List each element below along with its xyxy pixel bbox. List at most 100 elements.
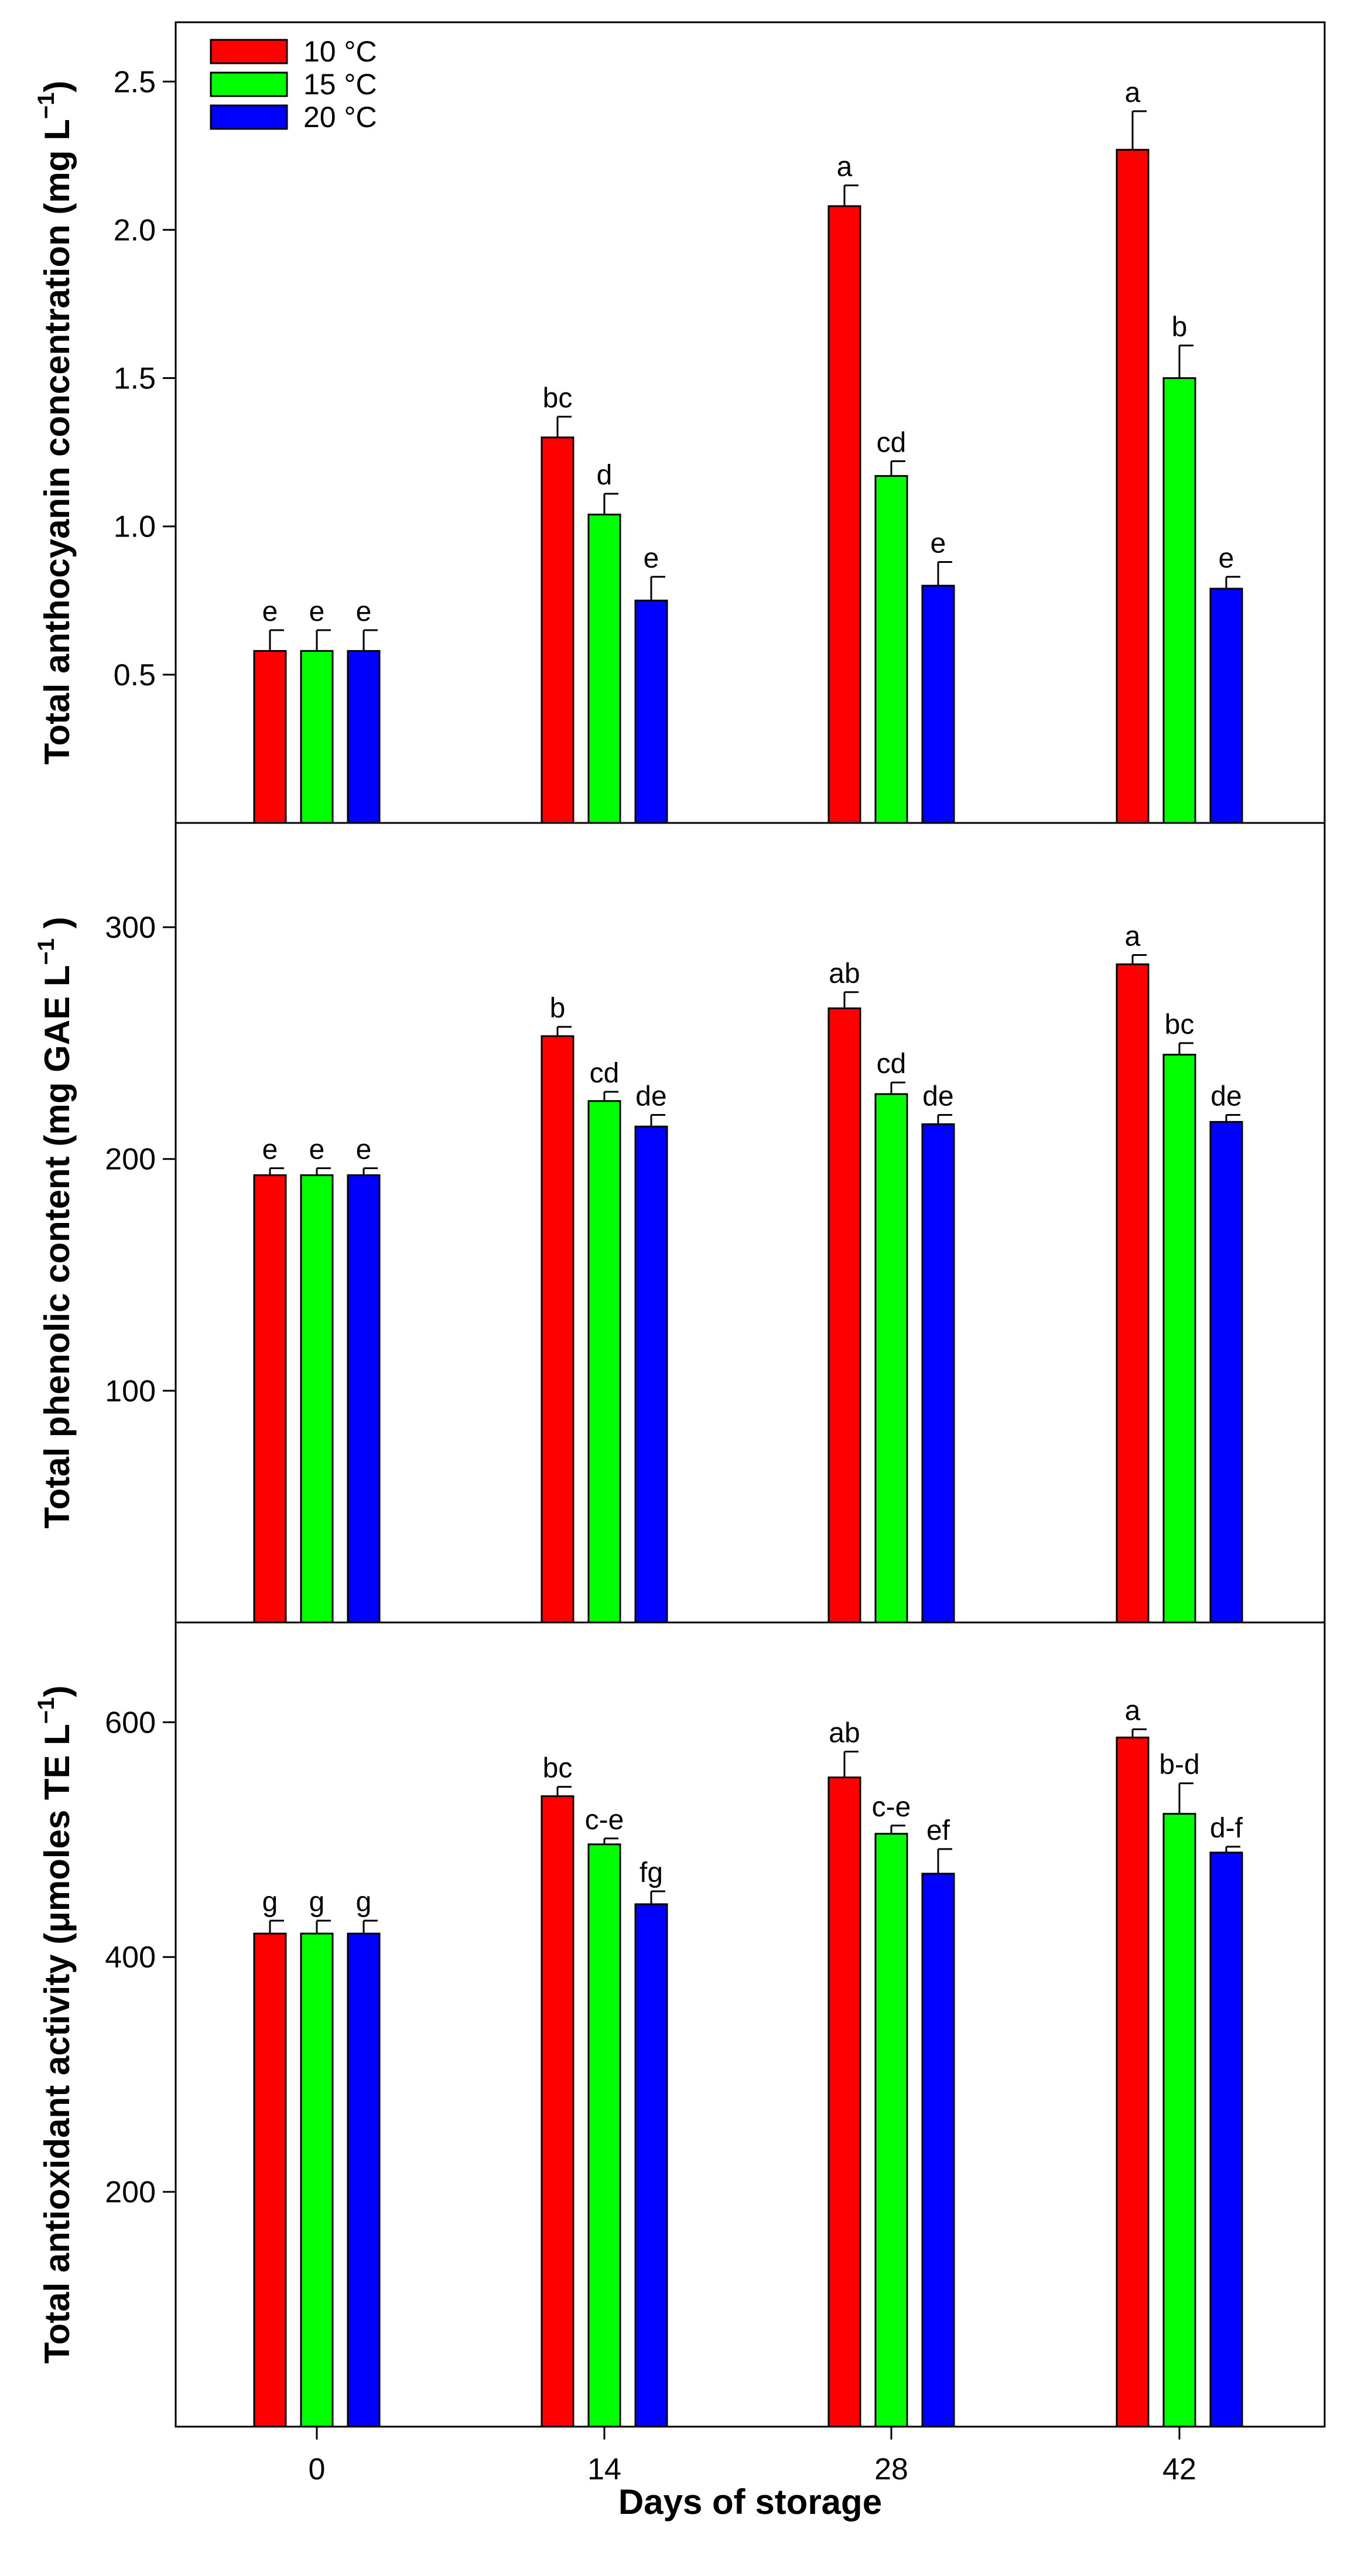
bar-3-series1-day14 [541,1795,574,2428]
legend-swatch [210,39,288,64]
significance-label: ab [829,1717,860,1748]
legend: 10 °C15 °C20 °C [210,35,377,134]
bar-3-series3-day14 [634,1903,668,2428]
legend-label: 10 °C [303,35,377,68]
significance-label: de [635,1081,666,1112]
bar-1-series2-day42 [1162,377,1196,824]
significance-label: d [597,460,613,491]
bar-1-series2-day14 [587,513,621,824]
bar-3-series2-day42 [1162,1813,1196,2428]
legend-swatch [210,71,288,97]
panel-2: 100 200 300 Total phenolic content (mg GAE … [33,822,1326,1624]
bar-3-series2-day0 [300,1932,334,2428]
bar-3-series3-day42 [1209,1851,1243,2428]
y-axis-title: Total antioxidant activity (μmoles TE L−… [33,1685,77,2363]
x-tick-label: 42 [1162,2452,1196,2486]
y-axis-title: Total phenolic content (mg GAE L−1 ) [33,917,77,1528]
bar-1-series3-day14 [634,599,668,824]
bar-2-series2-day42 [1162,1054,1196,1624]
significance-label: c-e [872,1792,911,1823]
y-tick-label: 300 [105,911,156,945]
bar-1-series1-day14 [541,436,574,824]
significance-label: bc [543,1753,573,1784]
bar-1-series1-day42 [1116,149,1150,824]
significance-label: g [356,1887,372,1918]
significance-label: d-f [1210,1813,1243,1844]
significance-label: g [262,1887,278,1918]
bar-2-series3-day14 [634,1125,668,1624]
significance-label: de [922,1081,953,1112]
bar-2-series3-day0 [347,1174,381,1624]
significance-label: e [356,1135,372,1166]
significance-label: e [309,596,325,627]
x-tick-label: 28 [874,2452,908,2486]
y-tick-label: 200 [105,1143,156,1177]
significance-label: a [1125,77,1141,108]
bar-1-series2-day28 [874,475,908,824]
plot-frame [175,1621,1326,2428]
bar-2-series2-day0 [300,1174,334,1624]
significance-label: e [309,1135,325,1166]
panel-1: 0.5 1.0 1.5 2.0 2.5 Total anthocyanin concent… [33,21,1326,824]
x-axis: 0 14 28 42 Days of storage [309,2427,1196,2522]
significance-label: e [262,1135,278,1166]
bar-1-series3-day42 [1209,587,1243,824]
bar-2-series1-day42 [1116,963,1150,1624]
y-tick-label: 1.5 [114,362,156,396]
y-tick-label: 600 [105,1706,156,1740]
significance-label: e [931,528,946,559]
significance-label: b-d [1159,1750,1199,1781]
significance-label: bc [543,382,573,414]
chart-panels: 0.5 1.0 1.5 2.0 2.5 Total anthocyanin concent… [33,21,1326,2428]
bar-3-series1-day0 [253,1932,287,2428]
significance-label: fg [639,1857,663,1888]
y-axis-title: Total anthocyanin concentration (mg L−1) [33,81,77,765]
significance-label: cd [590,1058,620,1089]
bar-1-series3-day0 [347,650,381,824]
bar-2-series2-day14 [587,1100,621,1624]
bar-1-series1-day0 [253,650,287,824]
bar-3-series1-day28 [827,1776,861,2428]
significance-label: e [262,596,278,627]
y-tick-label: 0.5 [114,658,156,692]
significance-label: cd [877,427,907,458]
legend-label: 20 °C [303,101,377,134]
x-tick-label: 14 [587,2452,621,2486]
bar-3-series2-day28 [874,1833,908,2428]
significance-label: g [309,1887,325,1918]
bar-3-series3-day0 [347,1932,381,2428]
y-tick-label: 2.5 [114,65,156,99]
y-tick-label: 400 [105,1940,156,1974]
significance-label: a [1125,921,1141,952]
bar-3-series1-day42 [1116,1736,1150,2428]
bar-2-series1-day0 [253,1174,287,1624]
panel-3: 200 400 600 Total antioxidant activity (μmo… [33,1621,1326,2428]
bar-1-series1-day28 [827,205,861,824]
significance-label: de [1210,1081,1241,1112]
y-tick-label: 100 [105,1374,156,1408]
legend-swatch [210,104,288,130]
bar-2-series2-day28 [874,1093,908,1624]
y-tick-label: 2.0 [114,213,156,247]
significance-label: ef [926,1815,950,1846]
significance-label: bc [1165,1009,1195,1040]
significance-label: a [1125,1695,1141,1726]
y-tick-label: 1.0 [114,510,156,544]
bar-1-series2-day0 [300,650,334,824]
legend-label: 15 °C [303,68,377,101]
significance-label: e [356,596,372,627]
significance-label: ab [829,958,860,989]
bar-1-series3-day28 [921,585,955,824]
significance-label: b [550,993,566,1024]
bar-2-series3-day28 [921,1123,955,1624]
bar-3-series2-day14 [587,1843,621,2428]
y-tick-label: 200 [105,2175,156,2209]
bar-2-series1-day14 [541,1035,574,1624]
significance-label: cd [877,1048,907,1079]
x-tick-label: 0 [309,2452,326,2486]
bar-3-series3-day28 [921,1873,955,2428]
bar-2-series3-day42 [1209,1120,1243,1624]
bar-2-series1-day28 [827,1007,861,1624]
significance-label: a [837,151,853,182]
